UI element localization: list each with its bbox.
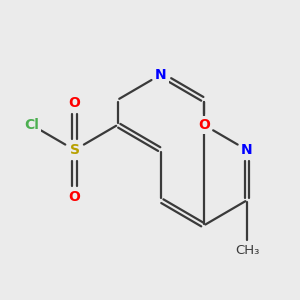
Text: O: O bbox=[69, 96, 80, 110]
Text: O: O bbox=[69, 190, 80, 204]
Text: CH₃: CH₃ bbox=[235, 244, 259, 257]
Text: S: S bbox=[70, 143, 80, 157]
Text: O: O bbox=[198, 118, 210, 132]
Text: N: N bbox=[155, 68, 166, 82]
Text: Cl: Cl bbox=[24, 118, 39, 132]
Text: N: N bbox=[241, 143, 253, 157]
